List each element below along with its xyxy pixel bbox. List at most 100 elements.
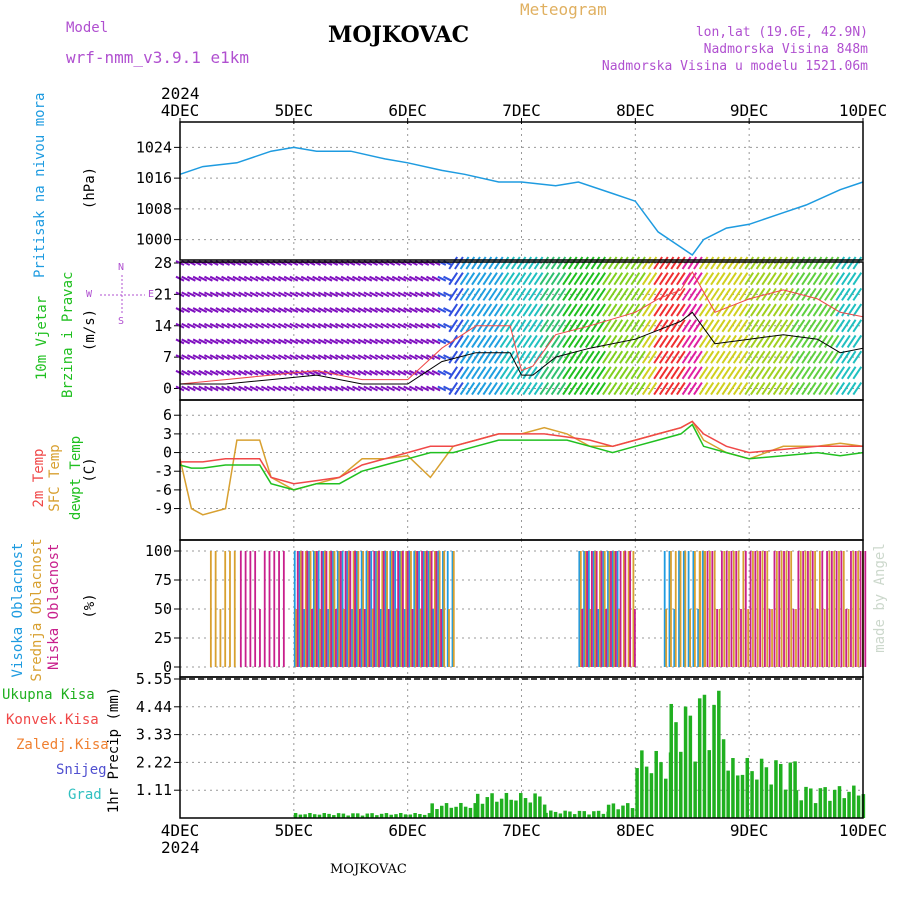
wind-barb	[562, 272, 572, 286]
wind-barb	[704, 334, 715, 349]
precip-bar	[533, 793, 537, 818]
wind-barb	[852, 366, 863, 380]
wind-barb	[590, 366, 601, 380]
cloud-bar	[579, 551, 582, 667]
precip-bar	[664, 778, 668, 818]
cloud-bar	[418, 551, 420, 667]
wind-barb	[226, 385, 236, 392]
wind-barb	[812, 303, 823, 317]
wind-barb	[619, 350, 629, 364]
wind-barb	[602, 366, 612, 380]
cloud-bar	[610, 551, 612, 667]
wind-barb	[312, 291, 322, 298]
cloud-bar	[740, 609, 742, 667]
wind-barb	[278, 275, 287, 282]
wind-barb	[641, 256, 652, 270]
wind-barb	[693, 366, 703, 380]
wind-barb	[516, 272, 527, 286]
wind-barb	[380, 291, 390, 298]
wind-barb	[841, 287, 851, 301]
y-tick-label: 2.22	[136, 753, 172, 771]
wind-barb	[522, 287, 533, 301]
wind-barb	[590, 381, 601, 396]
wind-barb	[459, 256, 470, 270]
wind-barb	[806, 366, 817, 380]
cloud-bar	[613, 551, 616, 667]
wind-barb	[437, 307, 447, 313]
wind-barb	[317, 354, 327, 361]
wind-barb	[425, 385, 435, 392]
cloud-bar	[268, 551, 271, 667]
wind-barb	[624, 272, 635, 286]
cloud-bar	[578, 551, 581, 667]
wind-barb	[357, 385, 367, 392]
wind-barb	[767, 256, 777, 270]
wind-barb	[505, 272, 515, 286]
wind-barb	[641, 319, 652, 333]
wind-barb	[260, 291, 270, 298]
precip-bar	[341, 813, 346, 818]
cloud-bar	[702, 551, 704, 667]
cloud-bar	[367, 551, 369, 667]
cloud-bar	[737, 551, 740, 667]
precip-bar	[804, 786, 808, 818]
precip-bar	[435, 809, 439, 818]
cloud-bar	[333, 551, 336, 667]
wind-barb	[670, 381, 681, 396]
cloud-bar	[324, 551, 326, 667]
wind-barb	[516, 256, 527, 270]
wind-barb	[596, 287, 607, 301]
wind-barb	[806, 381, 817, 396]
precip-bar	[832, 789, 837, 818]
wind-barb	[510, 256, 521, 270]
wind-barb	[795, 303, 806, 317]
wind-barb	[459, 272, 470, 286]
precip-bar	[842, 798, 847, 818]
wind-barb	[181, 338, 191, 345]
wind-barb	[681, 319, 692, 333]
wind-barb	[414, 322, 424, 329]
wind-barb	[300, 307, 310, 313]
cloud-bar	[725, 551, 728, 667]
wind-barb	[812, 272, 823, 286]
wind-barb	[767, 334, 777, 349]
wind-barb	[818, 303, 828, 317]
wind-barb	[755, 303, 766, 317]
wind-barb	[243, 291, 253, 298]
cloud-bar	[425, 551, 428, 667]
cloud-bar	[665, 609, 668, 667]
precip-bar	[852, 785, 856, 818]
wind-barb	[539, 366, 550, 380]
wind-barb	[255, 369, 265, 376]
wind-barb	[209, 307, 219, 313]
precip-bar	[625, 803, 630, 818]
wind-barb	[710, 256, 720, 270]
wind-barb	[312, 275, 322, 282]
cloud-bar	[421, 551, 423, 667]
wind-barb	[181, 322, 191, 329]
wind-barb	[681, 256, 692, 270]
precip-bar	[649, 773, 654, 818]
wind-barb	[443, 291, 452, 298]
cloud-bar	[382, 551, 385, 667]
cloud-bar	[614, 551, 617, 667]
wind-barb	[209, 354, 219, 361]
wind-barb	[607, 256, 618, 270]
wind-barb	[778, 256, 789, 270]
wind-barb	[676, 319, 686, 333]
cloud-bar	[840, 551, 843, 667]
wind-barb	[613, 334, 624, 349]
wind-barb	[812, 319, 823, 333]
wind-barb	[448, 381, 459, 396]
cloud-bar	[233, 551, 236, 667]
wind-barb	[397, 338, 407, 345]
wind-barb	[363, 385, 373, 392]
cloud-bar	[850, 551, 852, 667]
cloud-bar	[723, 551, 726, 667]
wind-barb	[664, 256, 675, 270]
wind-barb	[465, 366, 476, 380]
wind-barb	[744, 334, 754, 349]
wind-barb	[357, 275, 367, 282]
wind-barb	[186, 354, 196, 361]
cloud-bar	[749, 551, 752, 667]
